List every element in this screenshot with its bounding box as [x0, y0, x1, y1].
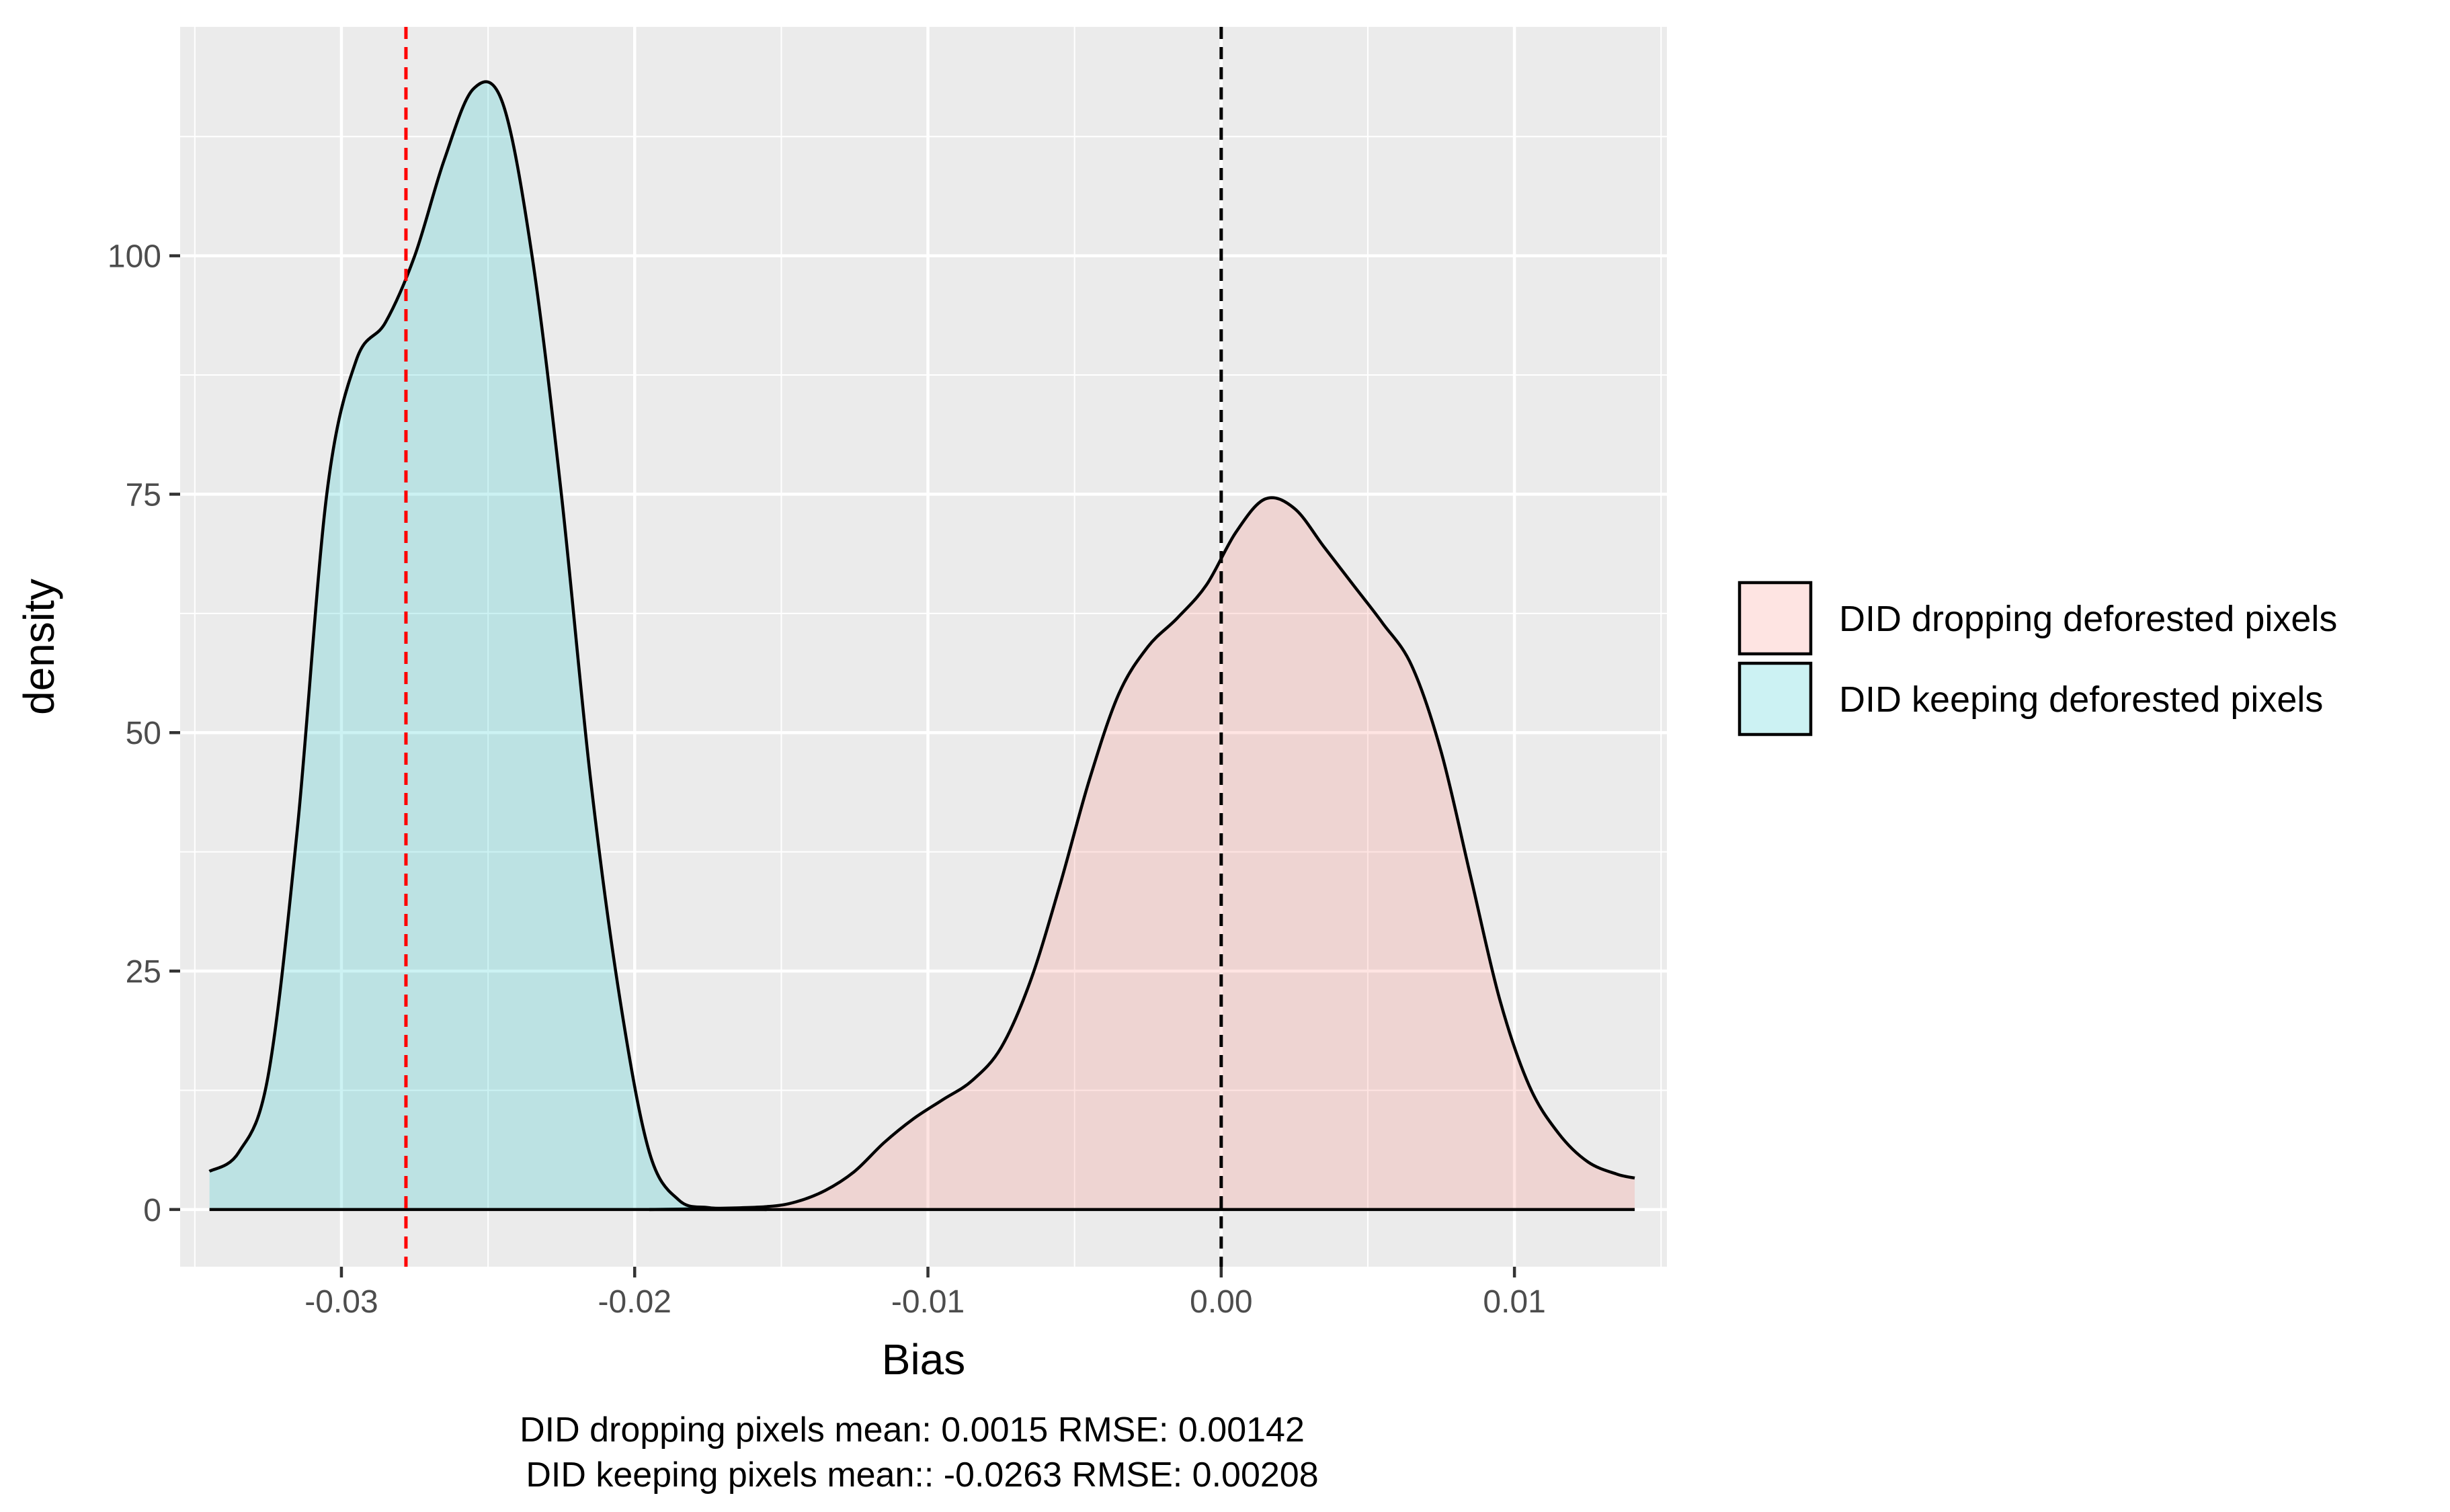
y-tick-label: 0	[143, 1193, 161, 1228]
y-tick-label: 50	[126, 716, 161, 751]
legend-key-background	[1738, 662, 1812, 736]
x-axis-title: Bias	[882, 1335, 966, 1384]
x-tick-label: 0.01	[1483, 1284, 1545, 1320]
x-tick-label: -0.01	[891, 1284, 965, 1320]
legend-label-dropping: DID dropping deforested pixels	[1839, 599, 2337, 639]
y-axis-title: density	[15, 579, 63, 715]
density-outline-keeping	[208, 80, 767, 1212]
minor-gridlines	[180, 27, 1667, 1267]
y-tick-label: 25	[126, 954, 161, 990]
reference-lines	[404, 27, 1223, 1267]
density-areas	[208, 80, 1635, 1212]
caption-keeping-pixels: DID keeping pixels mean:: -0.0263 RMSE: …	[526, 1456, 1318, 1495]
density-area-dropping	[649, 497, 1635, 1210]
density-area-keeping	[209, 81, 767, 1210]
x-tick-label: -0.02	[598, 1284, 671, 1320]
y-tick-label: 75	[126, 477, 161, 513]
legend-key-background	[1738, 581, 1812, 655]
density-outline-dropping	[649, 496, 1635, 1212]
x-tick-label: 0.00	[1190, 1284, 1252, 1320]
legend-label-keeping: DID keeping deforested pixels	[1839, 679, 2323, 720]
caption-dropping-pixels: DID dropping pixels mean: 0.0015 RMSE: 0…	[520, 1411, 1305, 1450]
major-gridlines	[180, 27, 1667, 1267]
legend: DID dropping deforested pixels DID keepin…	[1738, 581, 2337, 737]
legend-swatch-dropping	[1738, 581, 1813, 656]
plot-panel	[180, 27, 1667, 1267]
x-tick-label: -0.03	[304, 1284, 378, 1320]
legend-swatch-keeping	[1738, 661, 1813, 737]
y-tick-label: 100	[108, 239, 161, 275]
y-axis-ticks: 0 25 50 75 100	[108, 239, 180, 1228]
x-axis-ticks: -0.03 -0.02 -0.01 0.00 0.01	[304, 1267, 1546, 1320]
